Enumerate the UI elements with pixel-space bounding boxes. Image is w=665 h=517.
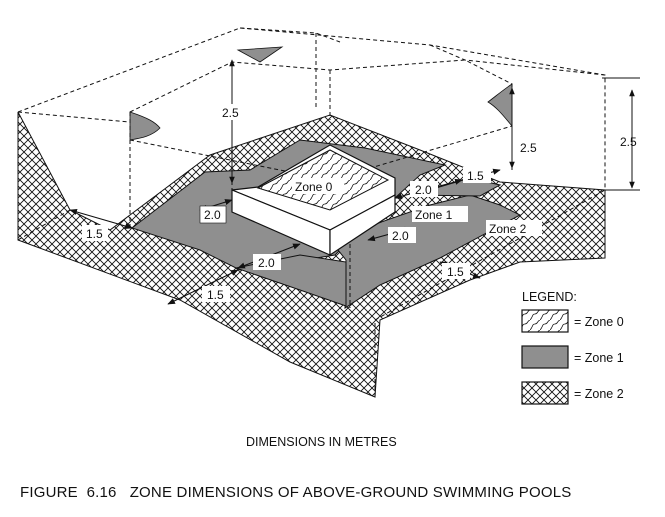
legend-swatch-zone2 bbox=[521, 381, 569, 405]
legend-swatch-zone1 bbox=[521, 345, 569, 369]
legend: LEGEND: = Zone 0 = Zone 1 = Zone 2 bbox=[521, 290, 624, 405]
dim-left-height: 2.5 bbox=[222, 106, 239, 120]
dim-right-height-inner: 2.5 bbox=[520, 141, 537, 155]
legend-label-zone0: = Zone 0 bbox=[574, 315, 624, 329]
dim-zone2-left: 1.5 bbox=[86, 227, 103, 241]
dim-zone1-front-center: 2.0 bbox=[258, 256, 275, 270]
legend-title: LEGEND: bbox=[522, 290, 577, 304]
label-zone0: Zone 0 bbox=[295, 180, 333, 194]
legend-label-zone1: = Zone 1 bbox=[574, 351, 624, 365]
dim-zone1-front-left: 2.0 bbox=[204, 208, 221, 222]
zone2-volume-outline bbox=[17, 27, 606, 397]
dim-zone1-front-right: 2.0 bbox=[392, 229, 409, 243]
dimension-labels: 2.5 2.5 2.5 2.0 2.0 2.0 2.0 1.5 1.5 1.5 … bbox=[82, 104, 637, 302]
dim-right-height-outer: 2.5 bbox=[620, 135, 637, 149]
zone-labels: Zone 0 Zone 1 Zone 2 bbox=[292, 178, 542, 236]
figure-caption: FIGURE 6.16 ZONE DIMENSIONS OF ABOVE-GRO… bbox=[20, 484, 571, 501]
dim-zone1-back-right: 2.0 bbox=[415, 183, 432, 197]
height-arrows bbox=[229, 59, 640, 191]
dim-zone2-front-left: 1.5 bbox=[207, 288, 224, 302]
legend-label-zone2: = Zone 2 bbox=[574, 387, 624, 401]
dim-zone2-back-right: 1.5 bbox=[467, 169, 484, 183]
zone1-volume-corners bbox=[129, 46, 513, 141]
legend-swatch-zone0 bbox=[521, 309, 569, 333]
label-zone1: Zone 1 bbox=[415, 208, 453, 222]
units-note: DIMENSIONS IN METRES bbox=[246, 435, 397, 449]
label-zone2: Zone 2 bbox=[489, 222, 527, 236]
dim-zone2-front-right: 1.5 bbox=[447, 265, 464, 279]
